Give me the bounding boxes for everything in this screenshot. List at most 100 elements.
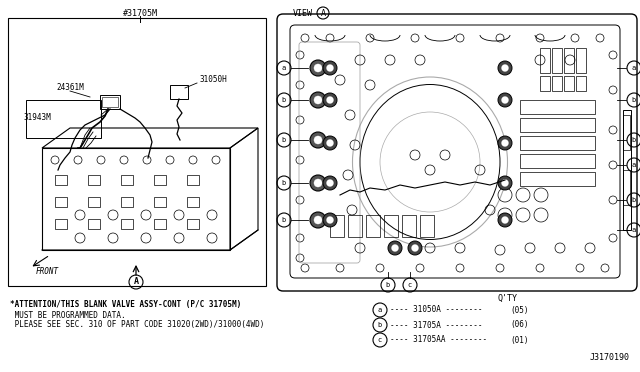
Bar <box>552 48 562 73</box>
Bar <box>55 197 67 207</box>
Circle shape <box>310 175 326 191</box>
Bar <box>121 197 133 207</box>
Circle shape <box>323 93 337 107</box>
Bar <box>187 175 199 185</box>
Circle shape <box>498 176 512 190</box>
Text: a: a <box>632 65 636 71</box>
Bar <box>121 219 133 229</box>
Bar <box>100 95 120 109</box>
Circle shape <box>314 216 322 224</box>
Circle shape <box>323 176 337 190</box>
Bar <box>384 215 398 237</box>
Bar <box>88 219 100 229</box>
Bar <box>154 197 166 207</box>
Bar <box>88 197 100 207</box>
Circle shape <box>392 244 399 251</box>
Text: VIEW: VIEW <box>293 9 313 17</box>
Text: b: b <box>282 217 286 223</box>
Text: A: A <box>134 278 138 286</box>
Bar <box>121 175 133 185</box>
Bar <box>26 100 101 138</box>
Text: ---- 31705AA --------: ---- 31705AA -------- <box>390 336 487 344</box>
Text: *ATTENTION/THIS BLANK VALVE ASSY-CONT (P/C 31705M): *ATTENTION/THIS BLANK VALVE ASSY-CONT (P… <box>10 301 241 310</box>
Circle shape <box>412 244 419 251</box>
Circle shape <box>502 180 509 186</box>
Circle shape <box>323 61 337 75</box>
Bar <box>576 76 586 91</box>
Circle shape <box>314 96 322 104</box>
Bar <box>540 76 550 91</box>
Bar <box>564 76 574 91</box>
Circle shape <box>502 96 509 103</box>
Circle shape <box>314 136 322 144</box>
Bar <box>520 172 595 186</box>
Bar <box>187 219 199 229</box>
Text: Q'TY: Q'TY <box>498 294 518 302</box>
Circle shape <box>314 64 322 72</box>
Circle shape <box>326 64 333 71</box>
Text: a: a <box>632 227 636 233</box>
Bar <box>88 175 100 185</box>
Text: b: b <box>378 322 382 328</box>
Text: (01): (01) <box>510 336 529 344</box>
Text: b: b <box>282 180 286 186</box>
Bar <box>154 219 166 229</box>
Text: c: c <box>378 337 382 343</box>
Text: b: b <box>632 97 636 103</box>
Bar <box>102 97 118 107</box>
Text: J3170190: J3170190 <box>590 353 630 362</box>
Bar <box>420 215 434 237</box>
Bar <box>330 215 344 237</box>
Circle shape <box>502 217 509 224</box>
Circle shape <box>408 241 422 255</box>
Bar <box>520 154 595 168</box>
Bar <box>520 136 595 150</box>
Text: b: b <box>632 137 636 143</box>
Text: b: b <box>282 97 286 103</box>
Bar <box>55 219 67 229</box>
Text: 24361M: 24361M <box>56 83 84 93</box>
Circle shape <box>498 61 512 75</box>
Bar <box>623 110 631 230</box>
Text: (05): (05) <box>510 305 529 314</box>
Text: MUST BE PROGRAMMED DATA.: MUST BE PROGRAMMED DATA. <box>10 311 125 320</box>
Circle shape <box>314 179 322 187</box>
Circle shape <box>310 132 326 148</box>
Bar <box>348 215 362 237</box>
Circle shape <box>502 64 509 71</box>
Circle shape <box>498 136 512 150</box>
Circle shape <box>323 136 337 150</box>
Text: b: b <box>632 197 636 203</box>
Bar <box>170 85 188 99</box>
Bar <box>623 115 630 150</box>
Bar <box>540 48 550 73</box>
Bar <box>187 197 199 207</box>
Text: 31943M: 31943M <box>23 112 51 122</box>
Text: b: b <box>386 282 390 288</box>
Text: PLEASE SEE SEC. 310 OF PART CODE 31020(2WD)/31000(4WD): PLEASE SEE SEC. 310 OF PART CODE 31020(2… <box>10 321 264 330</box>
Bar <box>402 215 416 237</box>
Circle shape <box>310 92 326 108</box>
Bar <box>520 100 595 114</box>
Text: (06): (06) <box>510 321 529 330</box>
Circle shape <box>502 140 509 147</box>
Circle shape <box>498 213 512 227</box>
Circle shape <box>326 96 333 103</box>
Text: a: a <box>632 162 636 168</box>
Circle shape <box>326 217 333 224</box>
Text: b: b <box>282 137 286 143</box>
Text: A: A <box>321 9 326 17</box>
Bar <box>154 175 166 185</box>
Text: ---- 31705A --------: ---- 31705A -------- <box>390 321 483 330</box>
Circle shape <box>326 180 333 186</box>
Bar <box>564 48 574 73</box>
Bar <box>366 215 380 237</box>
Circle shape <box>498 93 512 107</box>
Text: ---- 31050A --------: ---- 31050A -------- <box>390 305 483 314</box>
Bar <box>8 18 266 286</box>
Bar <box>520 118 595 132</box>
Circle shape <box>388 241 402 255</box>
Text: 31050H: 31050H <box>200 76 228 84</box>
Circle shape <box>326 140 333 147</box>
Bar <box>552 76 562 91</box>
